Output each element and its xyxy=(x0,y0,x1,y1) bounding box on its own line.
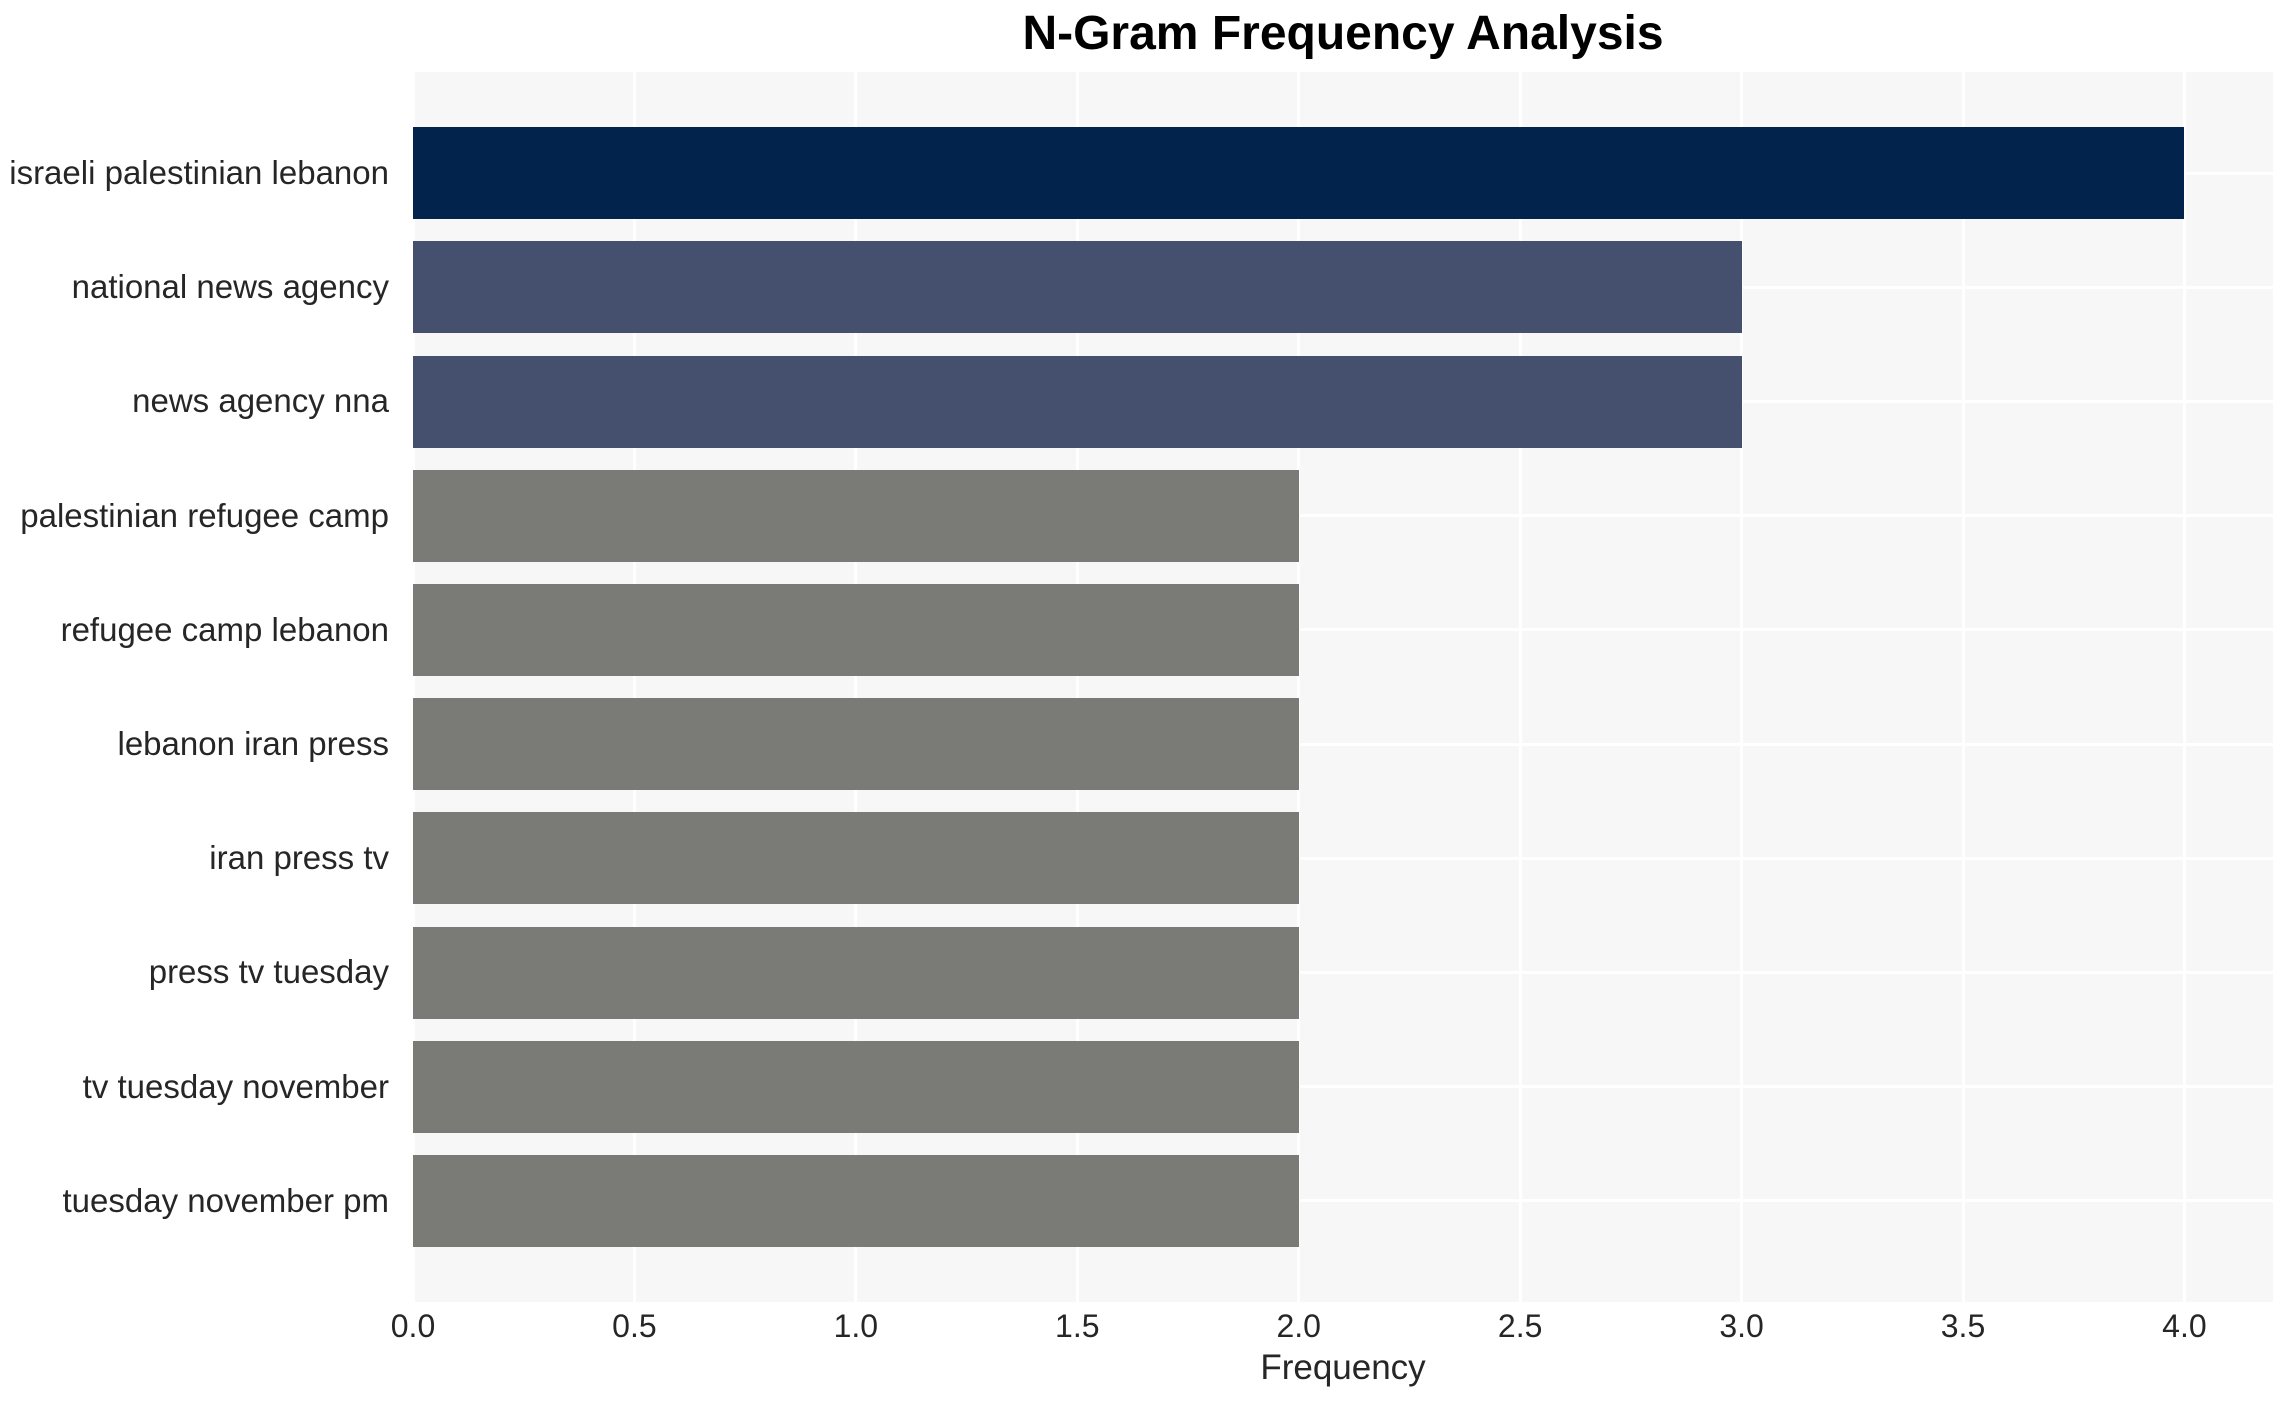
x-tick-label: 1.0 xyxy=(833,1308,879,1344)
vertical-gridline xyxy=(1961,72,1965,1302)
y-axis: israeli palestinian lebanon national news… xyxy=(0,72,401,1302)
bar-press-tv-tuesday xyxy=(413,926,1299,1019)
bar-iran-press-tv xyxy=(413,812,1299,905)
vertical-gridline xyxy=(854,72,858,1302)
bar-tv-tuesday-november xyxy=(413,1040,1299,1133)
vertical-gridline xyxy=(411,72,415,1302)
bar-palestinian-refugee-camp xyxy=(413,469,1299,562)
horizontal-gridline xyxy=(413,514,2273,518)
chart-title: N-Gram Frequency Analysis xyxy=(1022,7,1664,60)
x-axis-label: Frequency xyxy=(1260,1348,1426,1387)
vertical-gridline xyxy=(2182,72,2186,1302)
y-tick-label: iran press tv xyxy=(209,839,389,877)
bar-refugee-camp-lebanon xyxy=(413,583,1299,676)
x-tick-label: 0.0 xyxy=(390,1308,436,1344)
y-tick-label: palestinian refugee camp xyxy=(20,496,389,534)
y-tick-label: press tv tuesday xyxy=(148,953,389,991)
horizontal-gridline xyxy=(413,628,2273,632)
x-tick-label: 0.5 xyxy=(612,1308,657,1344)
bar-israeli-palestinian-lebanon xyxy=(413,127,2185,220)
bar-lebanon-iran-press xyxy=(413,698,1299,791)
x-tick-label: 2.5 xyxy=(1497,1308,1543,1344)
y-tick-label: refugee camp lebanon xyxy=(60,610,389,648)
bar-news-agency-nna xyxy=(413,355,1742,448)
y-tick-label: tv tuesday november xyxy=(82,1067,389,1105)
horizontal-gridline xyxy=(413,1199,2273,1203)
x-tick-label: 3.0 xyxy=(1719,1308,1764,1344)
horizontal-gridline xyxy=(413,856,2273,860)
x-tick-label: 2.0 xyxy=(1276,1308,1321,1344)
horizontal-gridline xyxy=(413,1085,2273,1089)
horizontal-gridline xyxy=(413,971,2273,974)
y-tick-label: israeli palestinian lebanon xyxy=(9,154,389,192)
y-tick-label: lebanon iran press xyxy=(117,725,389,763)
vertical-gridline xyxy=(1075,72,1079,1302)
x-tick-label: 3.5 xyxy=(1940,1308,1986,1344)
x-tick-label: 4.0 xyxy=(2162,1308,2207,1344)
vertical-gridline xyxy=(1518,72,1522,1302)
x-tick-label: 1.5 xyxy=(1055,1308,1100,1344)
y-tick-label: national news agency xyxy=(71,268,389,306)
plot-area xyxy=(411,72,2273,1302)
horizontal-gridline xyxy=(413,742,2273,746)
vertical-gridline xyxy=(1740,72,1744,1302)
y-tick-label: news agency nna xyxy=(132,382,389,420)
vertical-gridline xyxy=(632,72,636,1302)
vertical-gridline xyxy=(1297,72,1301,1302)
bar-tuesday-november-pm xyxy=(413,1154,1299,1247)
bar-national-news-agency xyxy=(413,241,1742,334)
y-tick-label: tuesday november pm xyxy=(62,1181,389,1219)
